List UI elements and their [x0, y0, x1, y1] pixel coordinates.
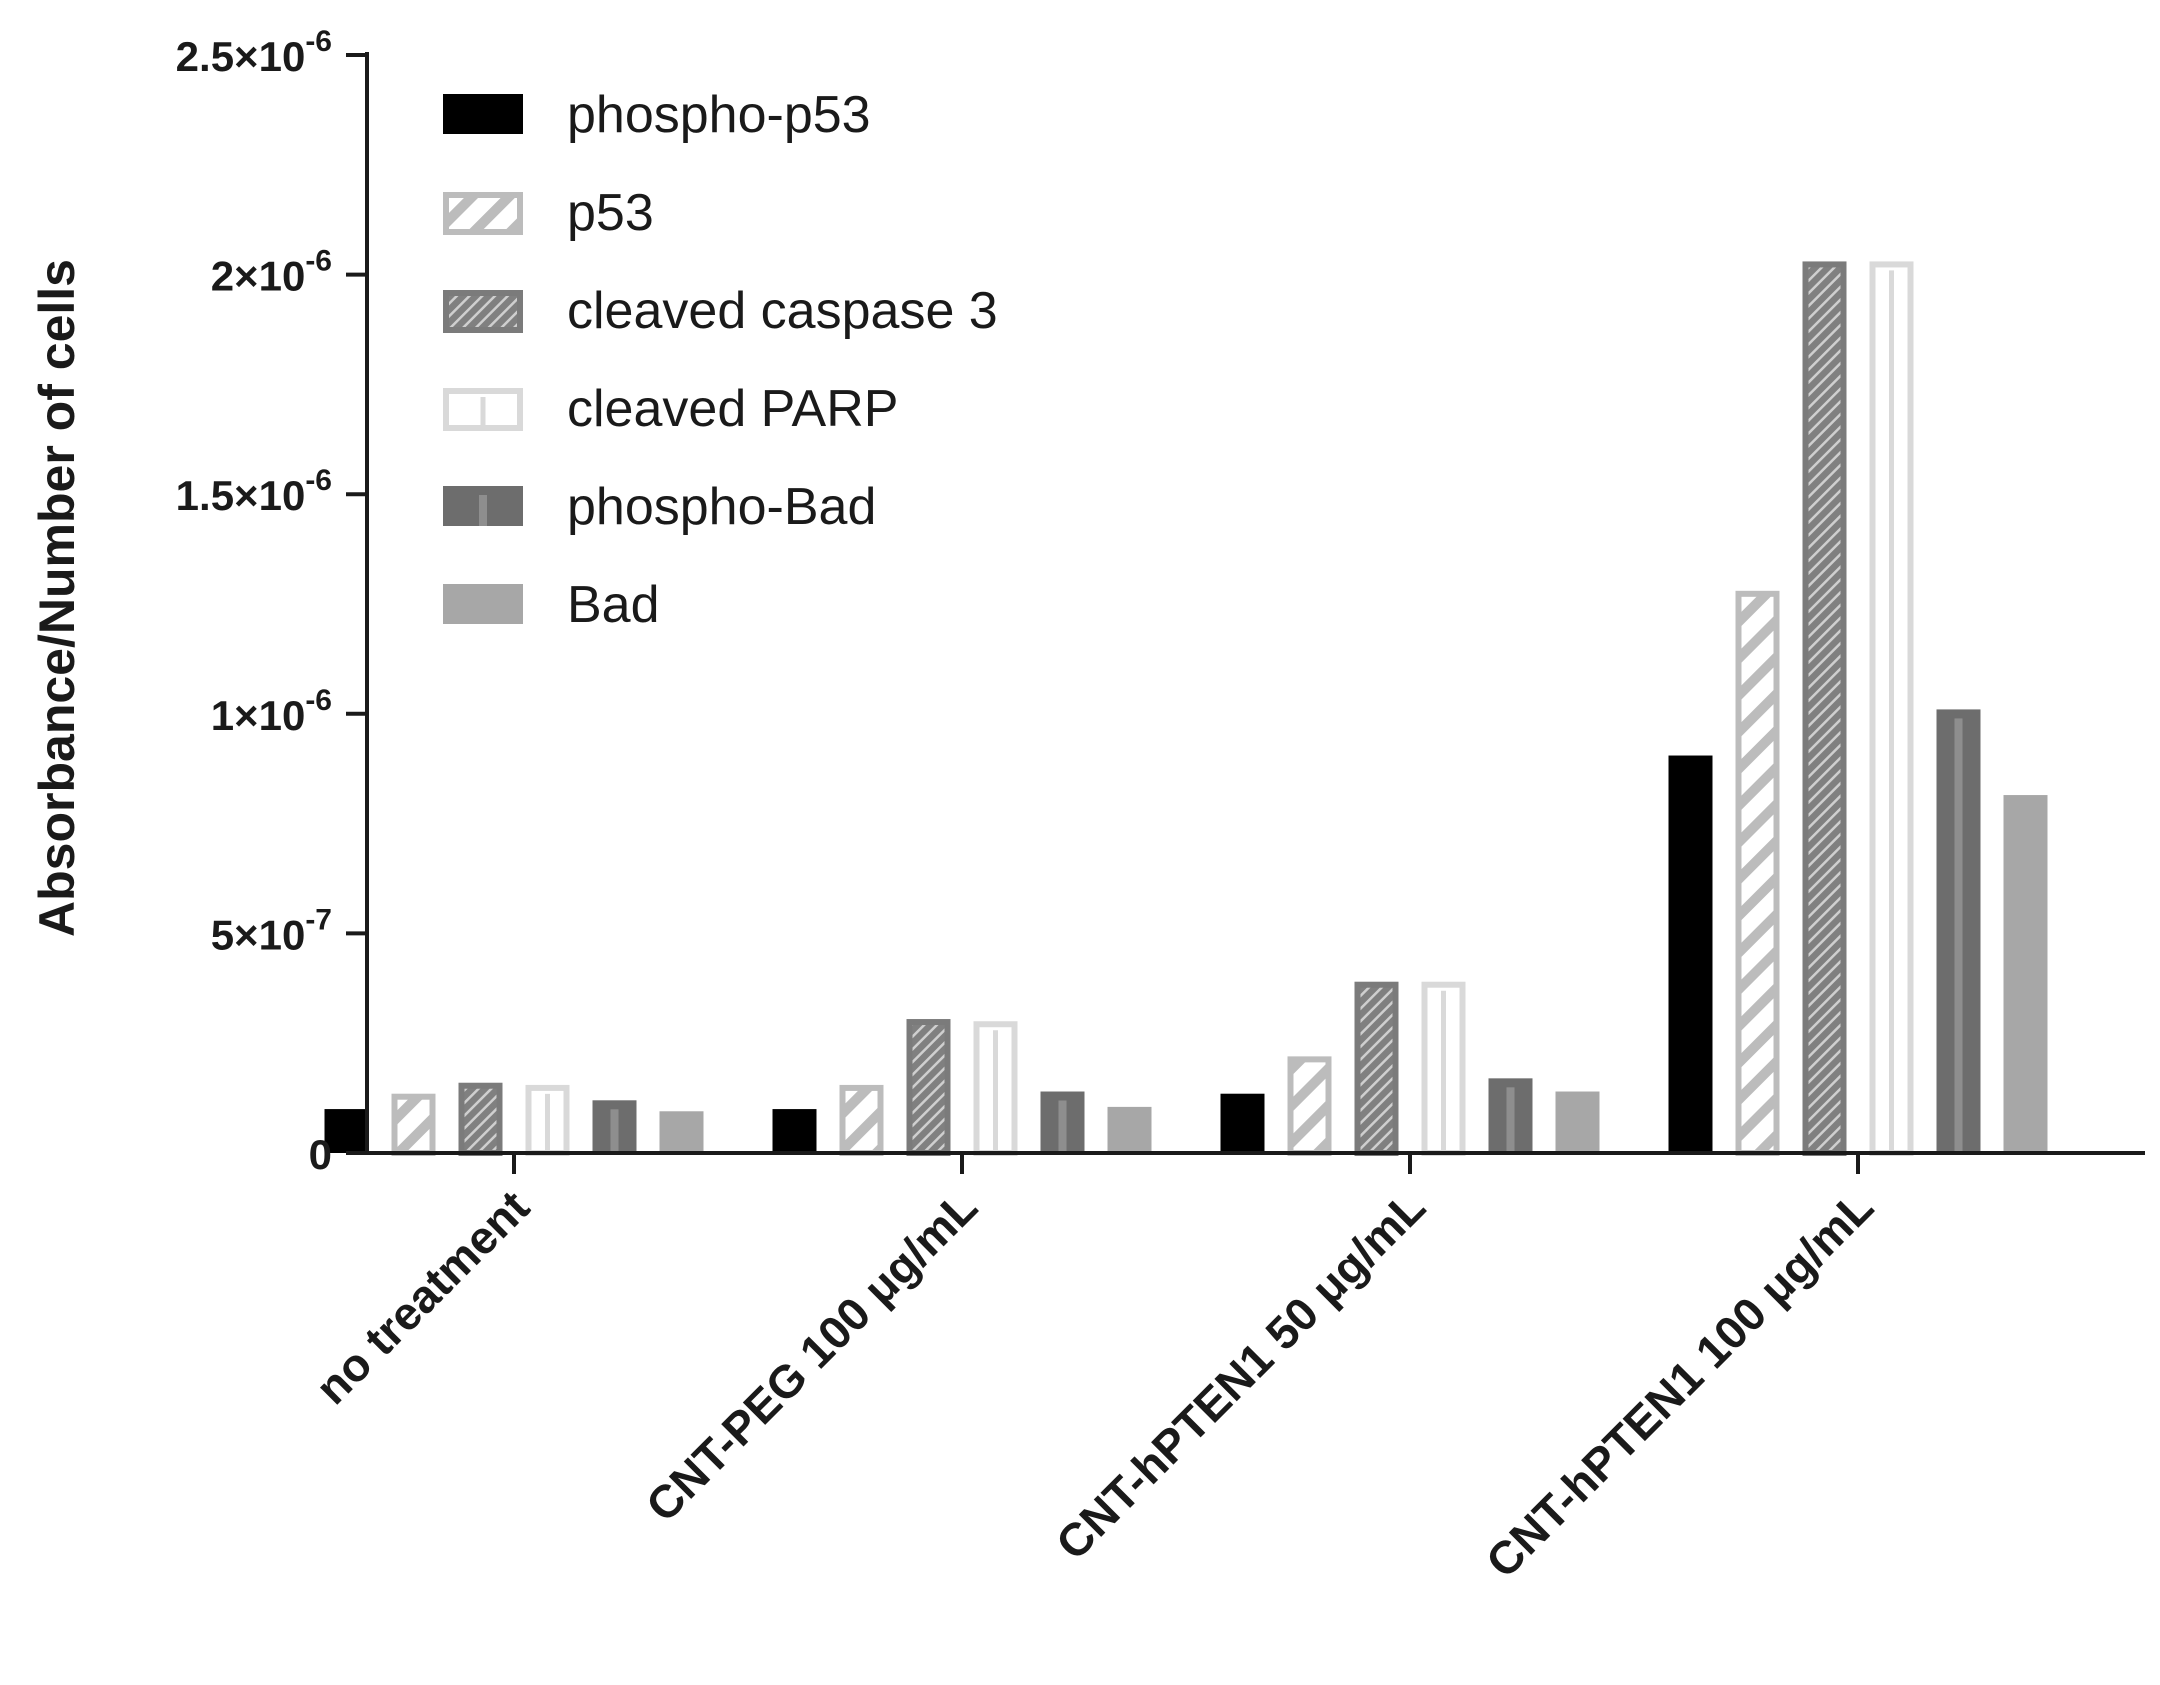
y-tick-exponent: -6 — [305, 464, 332, 497]
legend-item: phospho-p53 — [443, 86, 871, 144]
legend: phospho-p53 p53 cleaved caspase 3 cleaved P… — [443, 86, 998, 634]
bar-solid-gray — [2003, 795, 2048, 1153]
legend-swatch-hatch-light — [443, 192, 523, 235]
bar-solid-black — [772, 1109, 817, 1153]
y-tick-label: 0 — [309, 1131, 332, 1178]
bar-solid-gray — [659, 1111, 704, 1153]
y-tick-mantissa: 5×10 — [211, 911, 306, 958]
legend-item: phospho-Bad — [443, 478, 876, 536]
y-tick-label: 1.5×10-6 — [176, 464, 332, 519]
bars — [324, 261, 2048, 1157]
bar-hatch-light — [1735, 590, 1780, 1156]
axes — [346, 52, 2145, 1155]
bar-solid-gray — [1555, 1091, 1600, 1153]
bar-dark-striped-inner-stripe — [610, 1109, 619, 1153]
legend-swatch-hatch-dark — [443, 290, 523, 333]
bar-dark-striped-inner-stripe — [1954, 718, 1963, 1153]
bar-group — [772, 1019, 1152, 1156]
y-tick-label: 5×10-7 — [211, 903, 332, 958]
legend-swatch-dark-striped-inner-stripe — [479, 495, 487, 526]
x-tick-label: CNT-PEG 100 μg/mL — [636, 1180, 987, 1531]
x-tick-labels: no treatment CNT-PEG 100 μg/mL CNT-hPTEN1 … — [305, 1180, 1883, 1587]
bar-solid-black — [324, 1109, 369, 1153]
y-tick-mantissa: 1.5×10 — [176, 472, 306, 519]
y-axis-title: Absorbance/Number of cells — [29, 259, 85, 937]
legend-swatch-solid-black — [443, 94, 523, 134]
legend-label: cleaved caspase 3 — [567, 282, 998, 340]
y-tick-mantissa: 2×10 — [211, 253, 306, 300]
legend-label: phospho-Bad — [567, 478, 876, 536]
bar-dark-striped-inner-stripe — [1058, 1100, 1067, 1153]
y-tick-label: 1×10-6 — [211, 684, 332, 739]
y-tick-labels: 05×10-71×10-61.5×10-62×10-62.5×10-6 — [176, 25, 332, 1178]
legend-swatch-solid-gray — [443, 584, 523, 624]
bar-hatch-light — [391, 1093, 436, 1157]
bar-hatch-dark — [1354, 981, 1399, 1156]
y-tick-label: 2×10-6 — [211, 245, 332, 300]
bar-hatch-light — [1287, 1056, 1332, 1156]
bar-hatch-dark — [906, 1019, 951, 1156]
y-tick-exponent: -6 — [305, 684, 332, 717]
bar-solid-gray — [1107, 1106, 1152, 1153]
legend-label: cleaved PARP — [567, 380, 898, 438]
y-tick-exponent: -7 — [305, 903, 332, 936]
legend-item: p53 — [443, 184, 654, 242]
bar-hatch-light — [839, 1084, 884, 1156]
x-tick-label: CNT-hPTEN1 100 μg/mL — [1476, 1180, 1883, 1587]
y-tick-exponent: -6 — [305, 25, 332, 58]
legend-label: p53 — [567, 184, 654, 242]
bar-group — [1220, 981, 1600, 1156]
bar-solid-black — [1668, 755, 1713, 1153]
y-tick-mantissa: 2.5×10 — [176, 33, 306, 80]
bar-dark-striped-inner-stripe — [1506, 1087, 1515, 1153]
bar-group — [324, 1082, 704, 1157]
y-tick-mantissa: 0 — [309, 1131, 332, 1178]
x-tick-label: CNT-hPTEN1 50 μg/mL — [1046, 1180, 1435, 1569]
legend-item: cleaved caspase 3 — [443, 282, 998, 340]
y-tick-exponent: -6 — [305, 245, 332, 278]
legend-label: Bad — [567, 576, 660, 634]
legend-label: phospho-p53 — [567, 86, 871, 144]
bar-solid-black — [1220, 1093, 1265, 1153]
bar-hatch-dark — [458, 1082, 503, 1157]
bar-hatch-dark — [1802, 261, 1847, 1156]
legend-item: Bad — [443, 576, 660, 634]
y-tick-mantissa: 1×10 — [211, 692, 306, 739]
bar-group — [1668, 261, 2048, 1156]
x-tick-label: no treatment — [305, 1180, 539, 1414]
y-axis-ticks — [346, 53, 1860, 1174]
legend-item: cleaved PARP — [443, 380, 898, 438]
y-tick-label: 2.5×10-6 — [176, 25, 332, 80]
